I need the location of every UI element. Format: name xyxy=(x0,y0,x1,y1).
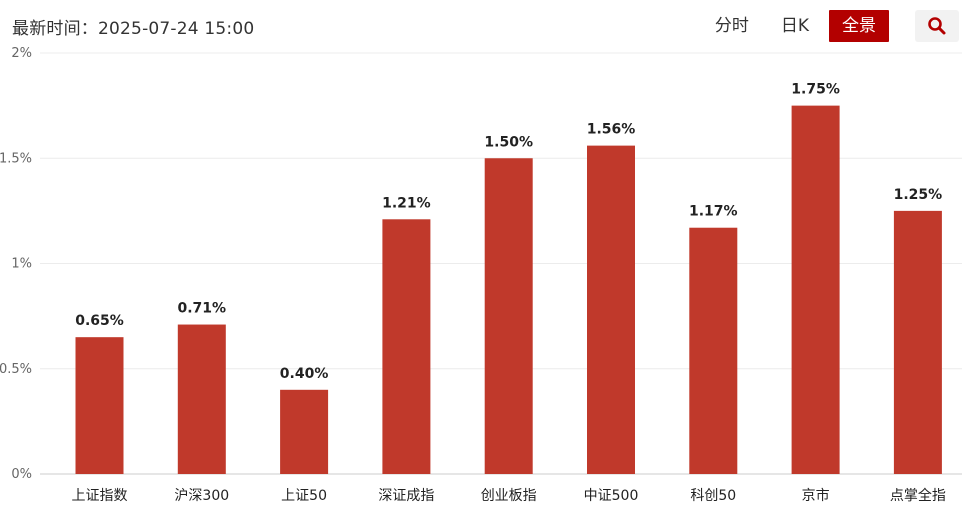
y-tick-label: 2% xyxy=(11,46,32,61)
category-label: 中证500 xyxy=(584,488,639,504)
search-icon xyxy=(928,17,946,35)
tab-panorama[interactable]: 全景 xyxy=(829,10,889,42)
search-button[interactable] xyxy=(915,10,959,42)
value-labels: 0.65% 0.71% 0.40% 1.21% 1.50% 1.56% 1.17% 1.75%… xyxy=(75,82,942,382)
bar-3[interactable] xyxy=(382,219,431,474)
bar-0[interactable] xyxy=(75,337,124,474)
data-label: 1.21% xyxy=(382,195,431,211)
data-label: 1.75% xyxy=(791,82,840,98)
data-label: 1.25% xyxy=(894,187,943,203)
bar-8[interactable] xyxy=(893,210,942,474)
category-label: 深证成指 xyxy=(378,488,434,504)
data-label: 1.17% xyxy=(689,204,738,220)
bar-1[interactable] xyxy=(177,324,226,474)
data-label: 0.40% xyxy=(280,366,329,382)
category-label: 创业板指 xyxy=(481,488,537,504)
tab-daily-k[interactable]: 日K xyxy=(780,16,809,36)
last-update-time: 最新时间：2025-07-24 15:00 xyxy=(12,19,255,39)
y-tick-label: 0.5% xyxy=(0,362,32,377)
category-label: 京市 xyxy=(802,487,830,504)
y-tick-label: 0% xyxy=(11,467,32,482)
data-label: 0.71% xyxy=(178,301,227,317)
chart-header: 最新时间：2025-07-24 15:00 分时 日K 全景 xyxy=(0,0,969,52)
category-label: 上证指数 xyxy=(72,488,128,504)
bars xyxy=(75,105,942,474)
y-axis-ticks: 0% 0.5% 1% 1.5% 2% xyxy=(0,46,32,482)
data-label: 0.65% xyxy=(75,313,124,329)
bar-5[interactable] xyxy=(587,145,635,474)
y-tick-label: 1% xyxy=(11,257,32,272)
category-label: 科创50 xyxy=(690,488,736,504)
tab-intraday[interactable]: 分时 xyxy=(714,16,749,36)
view-tabs: 分时 日K 全景 xyxy=(695,10,959,42)
bar-2[interactable] xyxy=(280,389,329,474)
data-label: 1.56% xyxy=(587,122,636,138)
y-tick-label: 1.5% xyxy=(0,151,32,166)
bar-4[interactable] xyxy=(484,158,533,474)
category-label: 点掌全指 xyxy=(890,487,946,504)
category-labels: 上证指数 沪深300 上证50 深证成指 创业板指 中证500 科创50 京市 点掌全指 xyxy=(72,487,946,504)
category-label: 上证50 xyxy=(281,488,327,504)
category-label: 沪深300 xyxy=(174,488,229,504)
bar-6[interactable] xyxy=(689,227,738,474)
bar-7[interactable] xyxy=(791,105,840,474)
data-label: 1.50% xyxy=(484,134,533,150)
